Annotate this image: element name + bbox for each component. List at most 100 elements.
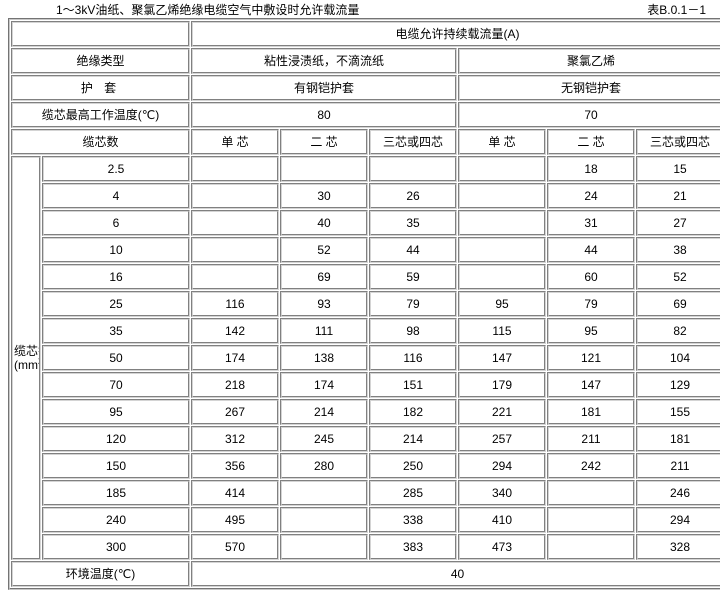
cell-core-size: 240 bbox=[42, 507, 190, 533]
header-insulation-pvc: 聚氯乙烯 bbox=[458, 48, 720, 74]
table-body: 电缆允许持续载流量(A) 绝缘类型 粘性浸渍纸，不滴流纸 聚氯乙烯 护 套 有钢… bbox=[11, 21, 720, 587]
cell-ampacity: 328 bbox=[636, 534, 720, 560]
cell-ampacity: 285 bbox=[369, 480, 457, 506]
cell-ampacity: 30 bbox=[280, 183, 368, 209]
cell-ampacity: 69 bbox=[636, 291, 720, 317]
cell-ampacity: 115 bbox=[458, 318, 546, 344]
header-core-col-5: 二 芯 bbox=[547, 129, 635, 155]
header-row-insulation: 绝缘类型 粘性浸渍纸，不滴流纸 聚氯乙烯 bbox=[11, 48, 720, 74]
cell-ampacity: 24 bbox=[547, 183, 635, 209]
cell-ampacity bbox=[280, 507, 368, 533]
table-row: 35 142 111 98 115 95 82 bbox=[11, 318, 720, 344]
header-current-title: 电缆允许持续载流量(A) bbox=[191, 21, 720, 47]
footer-row-ambient: 环境温度(℃) 40 bbox=[11, 561, 720, 587]
cell-ampacity: 104 bbox=[636, 345, 720, 371]
cell-ampacity: 147 bbox=[547, 372, 635, 398]
cell-ampacity: 312 bbox=[191, 426, 279, 452]
cell-ampacity: 340 bbox=[458, 480, 546, 506]
table-row: 10 52 44 44 38 bbox=[11, 237, 720, 263]
cell-ampacity: 31 bbox=[547, 210, 635, 236]
cell-ampacity: 280 bbox=[280, 453, 368, 479]
header-cores-label: 缆芯数 bbox=[11, 129, 190, 155]
table-row: 300 570 383 473 328 bbox=[11, 534, 720, 560]
table-row: 95 267 214 182 221 181 155 bbox=[11, 399, 720, 425]
cell-core-size: 25 bbox=[42, 291, 190, 317]
table-row: 25 116 93 79 95 79 69 bbox=[11, 291, 720, 317]
cell-ampacity bbox=[191, 183, 279, 209]
cell-ampacity bbox=[191, 237, 279, 263]
cell-ampacity: 60 bbox=[547, 264, 635, 290]
cell-ampacity: 179 bbox=[458, 372, 546, 398]
table-row: 4 30 26 24 21 bbox=[11, 183, 720, 209]
cell-ampacity: 18 bbox=[547, 156, 635, 182]
header-sheath-unarmored: 无钢铠护套 bbox=[458, 75, 720, 101]
header-temp-paper: 80 bbox=[191, 102, 457, 128]
cell-ampacity: 242 bbox=[547, 453, 635, 479]
cell-ampacity bbox=[191, 210, 279, 236]
cell-ampacity: 257 bbox=[458, 426, 546, 452]
cell-ampacity: 98 bbox=[369, 318, 457, 344]
cell-ampacity: 111 bbox=[280, 318, 368, 344]
header-row-temperature: 缆芯最高工作温度(℃) 80 70 bbox=[11, 102, 720, 128]
cell-ampacity bbox=[280, 480, 368, 506]
cell-core-size: 16 bbox=[42, 264, 190, 290]
corner-blank-cell bbox=[11, 21, 190, 47]
cell-core-size: 120 bbox=[42, 426, 190, 452]
header-core-col-4: 单 芯 bbox=[458, 129, 546, 155]
cell-core-size: 6 bbox=[42, 210, 190, 236]
cell-ampacity: 155 bbox=[636, 399, 720, 425]
cell-ampacity bbox=[191, 264, 279, 290]
header-temp-pvc: 70 bbox=[458, 102, 720, 128]
cell-ampacity: 52 bbox=[636, 264, 720, 290]
cell-ampacity: 52 bbox=[280, 237, 368, 263]
table-row: 240 495 338 410 294 bbox=[11, 507, 720, 533]
table-page: 1～3kV油纸、聚氯乙烯绝缘电缆空气中敷设时允许载流量 表B.0.1－1 电缆允… bbox=[8, 3, 720, 590]
cell-ampacity bbox=[369, 156, 457, 182]
footer-ambient-value: 40 bbox=[191, 561, 720, 587]
cell-ampacity: 40 bbox=[280, 210, 368, 236]
cell-ampacity: 116 bbox=[191, 291, 279, 317]
cell-ampacity: 181 bbox=[636, 426, 720, 452]
cell-ampacity: 356 bbox=[191, 453, 279, 479]
cell-ampacity: 495 bbox=[191, 507, 279, 533]
cell-ampacity: 95 bbox=[547, 318, 635, 344]
table-row: 185 414 285 340 246 bbox=[11, 480, 720, 506]
cell-core-size: 50 bbox=[42, 345, 190, 371]
header-core-col-1: 单 芯 bbox=[191, 129, 279, 155]
cell-ampacity bbox=[547, 480, 635, 506]
table-row: 70 218 174 151 179 147 129 bbox=[11, 372, 720, 398]
cell-ampacity: 116 bbox=[369, 345, 457, 371]
cell-ampacity: 221 bbox=[458, 399, 546, 425]
cell-ampacity: 383 bbox=[369, 534, 457, 560]
cell-ampacity: 93 bbox=[280, 291, 368, 317]
cell-core-size: 70 bbox=[42, 372, 190, 398]
cell-ampacity bbox=[458, 156, 546, 182]
table-row: 150 356 280 250 294 242 211 bbox=[11, 453, 720, 479]
cell-ampacity: 250 bbox=[369, 453, 457, 479]
cell-ampacity: 138 bbox=[280, 345, 368, 371]
cell-ampacity: 246 bbox=[636, 480, 720, 506]
cell-core-size: 95 bbox=[42, 399, 190, 425]
cell-ampacity: 79 bbox=[547, 291, 635, 317]
header-row-cores: 缆芯数 单 芯 二 芯 三芯或四芯 单 芯 二 芯 三芯或四芯 bbox=[11, 129, 720, 155]
cable-ampacity-table: 电缆允许持续载流量(A) 绝缘类型 粘性浸渍纸，不滴流纸 聚氯乙烯 护 套 有钢… bbox=[8, 18, 720, 590]
cell-ampacity bbox=[280, 534, 368, 560]
header-row-sheath: 护 套 有钢铠护套 无钢铠护套 bbox=[11, 75, 720, 101]
cell-ampacity: 69 bbox=[280, 264, 368, 290]
cell-ampacity bbox=[191, 156, 279, 182]
header-insulation-paper: 粘性浸渍纸，不滴流纸 bbox=[191, 48, 457, 74]
header-insulation-label: 绝缘类型 bbox=[11, 48, 190, 74]
cell-ampacity: 38 bbox=[636, 237, 720, 263]
cell-ampacity: 174 bbox=[191, 345, 279, 371]
cell-ampacity: 211 bbox=[547, 426, 635, 452]
cell-ampacity: 35 bbox=[369, 210, 457, 236]
cell-ampacity bbox=[458, 210, 546, 236]
header-sheath-armored: 有钢铠护套 bbox=[191, 75, 457, 101]
header-core-col-2: 二 芯 bbox=[280, 129, 368, 155]
cell-core-size: 150 bbox=[42, 453, 190, 479]
cell-ampacity: 147 bbox=[458, 345, 546, 371]
header-temp-label: 缆芯最高工作温度(℃) bbox=[11, 102, 190, 128]
cell-ampacity: 570 bbox=[191, 534, 279, 560]
cell-core-size: 35 bbox=[42, 318, 190, 344]
